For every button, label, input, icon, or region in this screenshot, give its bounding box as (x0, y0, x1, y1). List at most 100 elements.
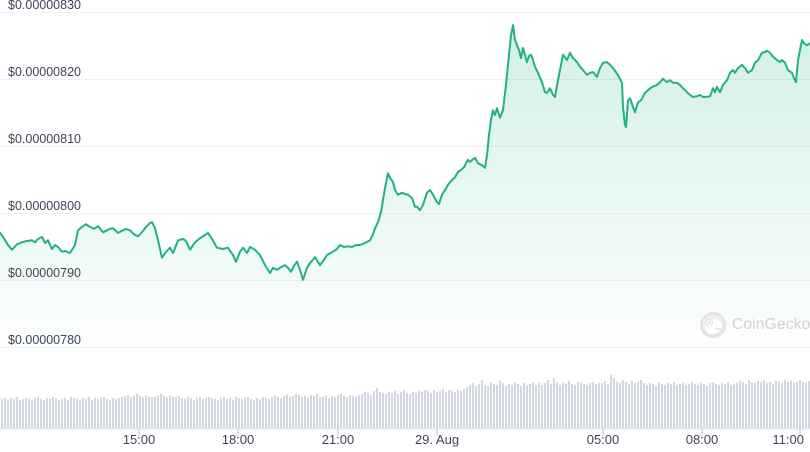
volume-bar (757, 381, 759, 428)
volume-bar (289, 397, 291, 428)
volume-bar (28, 399, 30, 428)
volume-bar (529, 384, 531, 428)
volume-bar (430, 393, 432, 428)
volume-bar (190, 398, 192, 428)
volume-bar (526, 385, 528, 428)
y-axis-label: $0.00000800 (8, 199, 81, 213)
x-axis-label: 15:00 (122, 432, 156, 447)
volume-bar (157, 395, 159, 428)
volume-bar (172, 396, 174, 428)
volume-bar (574, 385, 576, 428)
volume-bar (487, 386, 489, 428)
volume-bar (55, 398, 57, 428)
volume-bar (148, 396, 150, 428)
volume-bar (226, 399, 228, 428)
volume-bar (697, 385, 699, 428)
y-axis-label: $0.00000830 (8, 0, 81, 12)
volume-bar (670, 384, 672, 428)
volume-bar (739, 381, 741, 428)
volume-bar (754, 383, 756, 428)
volume-bar (412, 392, 414, 428)
volume-bar (265, 398, 267, 428)
volume-bar (223, 397, 225, 428)
volume-bar (619, 383, 621, 428)
volume-bar (589, 383, 591, 428)
volume-bar (736, 383, 738, 428)
volume-bar (523, 383, 525, 428)
volume-bar (37, 397, 39, 428)
volume-bar (19, 400, 21, 428)
volume-bar (442, 389, 444, 428)
volume-bar (169, 395, 171, 428)
volume-bar (409, 394, 411, 428)
volume-bar (70, 397, 72, 428)
volume-bar (493, 384, 495, 428)
volume-bar (352, 396, 354, 428)
volume-bar (724, 384, 726, 428)
volume-bar (460, 391, 462, 428)
y-axis-label: $0.00000780 (8, 333, 81, 347)
volume-bar (454, 392, 456, 428)
volume-bar (577, 382, 579, 428)
volume-bar (613, 378, 615, 428)
volume-bar (154, 396, 156, 428)
volume-bar (271, 397, 273, 428)
volume-bar (799, 380, 801, 428)
volume-bar (469, 385, 471, 428)
volume-bar (802, 382, 804, 428)
volume-bar (295, 394, 297, 428)
volume-bar (322, 396, 324, 428)
volume-bar (94, 398, 96, 428)
volume-bar (667, 383, 669, 428)
volume-bar (337, 395, 339, 428)
volume-bar (463, 389, 465, 428)
volume-bar (316, 394, 318, 428)
volume-bar (130, 397, 132, 428)
volume-bar (406, 393, 408, 428)
volume-bar (634, 383, 636, 428)
volume-bar (505, 386, 507, 428)
volume-bar (274, 395, 276, 428)
volume-bar (58, 400, 60, 428)
volume-bar (628, 384, 630, 428)
volume-bar (607, 384, 609, 428)
volume-bar (259, 399, 261, 428)
y-axis-label: $0.00000810 (8, 132, 81, 146)
volume-bar (661, 384, 663, 428)
volume-bar (586, 385, 588, 428)
volume-bar (283, 396, 285, 428)
volume-bar (550, 384, 552, 428)
volume-bar (208, 397, 210, 428)
volume-bar (496, 385, 498, 428)
volume-bar (241, 399, 243, 428)
volume-bar (136, 394, 138, 428)
volume-bar (532, 382, 534, 428)
volume-bar (769, 382, 771, 428)
volume-bar (808, 381, 810, 428)
volume-bar (109, 400, 111, 428)
volume-bar (448, 390, 450, 428)
volume-bar (313, 396, 315, 428)
volume-bar (571, 384, 573, 428)
volume-bar (718, 385, 720, 428)
volume-bar (508, 384, 510, 428)
volume-bar (298, 395, 300, 428)
volume-bar (727, 382, 729, 428)
volume-bar (700, 383, 702, 428)
volume-bar (97, 399, 99, 428)
volume-bar (361, 394, 363, 428)
volume-bar (103, 397, 105, 428)
volume-bar (592, 382, 594, 428)
x-axis-label: 29. Aug (414, 432, 460, 447)
volume-bar (214, 399, 216, 428)
volume-bar (79, 400, 81, 428)
volume-bar (679, 384, 681, 428)
volume-bar (373, 391, 375, 428)
volume-bar (520, 386, 522, 428)
volume-bar (748, 380, 750, 428)
volume-bar (715, 384, 717, 428)
volume-bar (415, 393, 417, 428)
volume-bar (106, 399, 108, 428)
volume-bar (349, 395, 351, 428)
